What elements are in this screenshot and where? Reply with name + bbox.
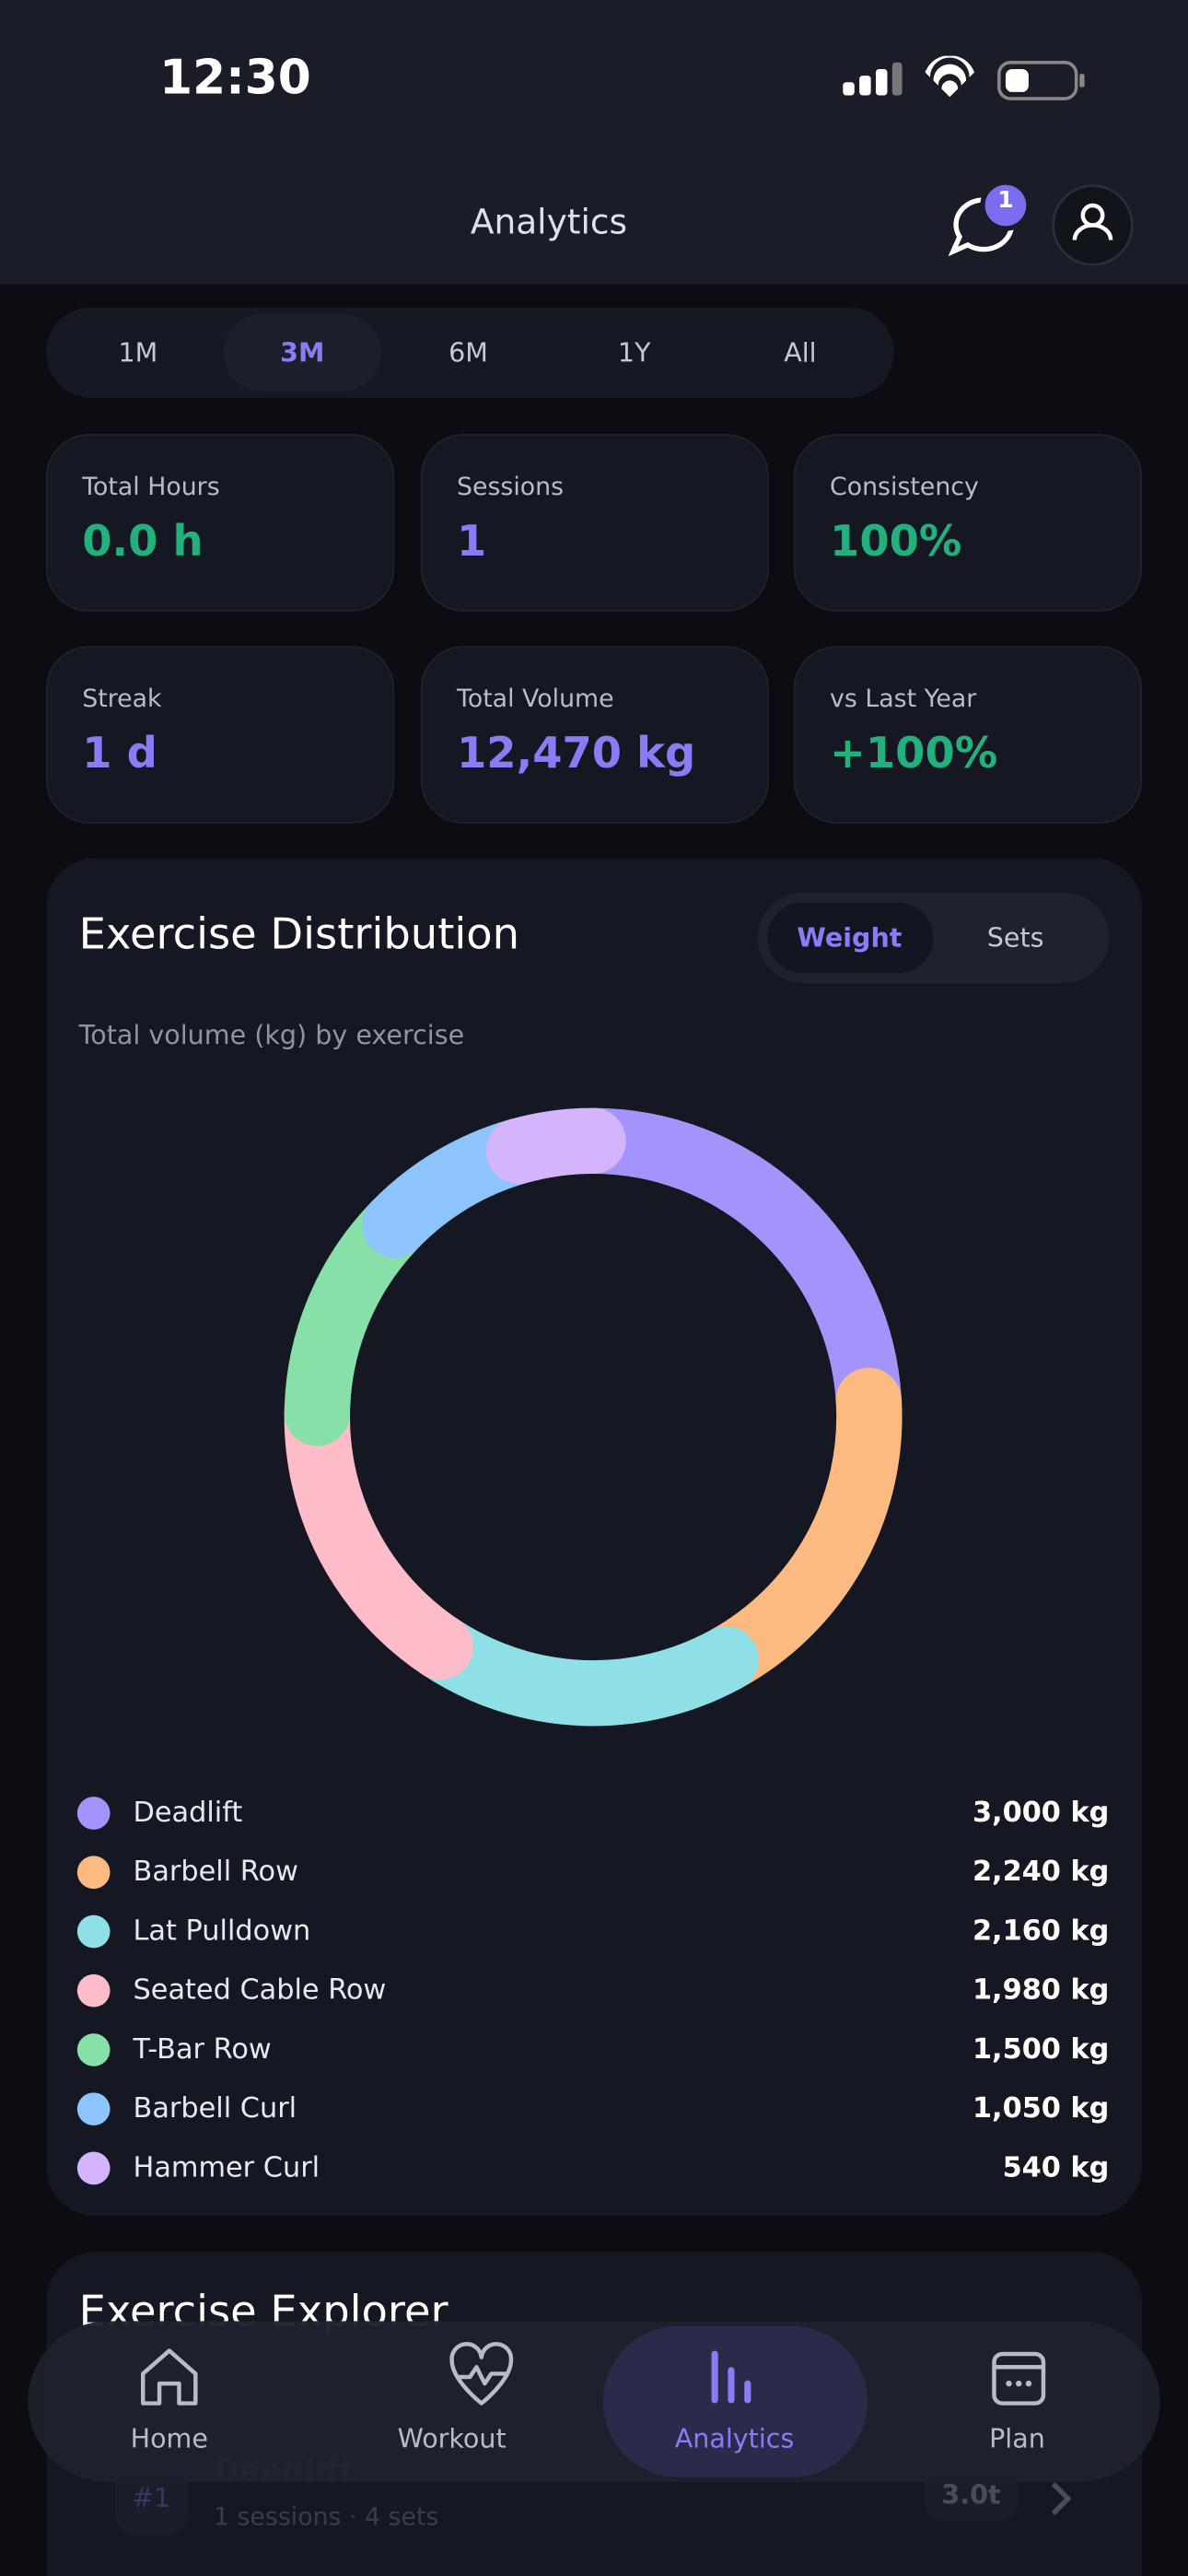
top-bar xyxy=(0,0,1188,285)
period-tab[interactable]: 3M xyxy=(280,336,325,369)
chevron xyxy=(1051,2482,1072,2515)
stat-card: Total Volume 12,470 kg xyxy=(420,646,770,824)
legend-value: 540 kg xyxy=(1002,2151,1110,2185)
stat-value: 12,470 kg xyxy=(457,730,696,779)
nav-active-pill xyxy=(602,2325,868,2477)
stat-value: 1 d xyxy=(82,730,157,779)
period-tab[interactable]: All xyxy=(784,336,817,369)
tab-selected-pill xyxy=(223,313,381,392)
legend-row: Barbell Curl 1,050 kg xyxy=(46,2090,1142,2129)
status-time: 12:30 xyxy=(159,49,311,106)
legend-value: 1,050 kg xyxy=(972,2092,1110,2126)
notification-badge: 1 xyxy=(997,187,1014,214)
nav-label[interactable]: Workout xyxy=(397,2422,507,2454)
period-tab[interactable]: 6M xyxy=(448,336,488,369)
nav-icons xyxy=(140,2342,1046,2406)
nav-label[interactable]: Plan xyxy=(989,2422,1045,2454)
distribution-title: Exercise Distribution xyxy=(78,910,520,960)
legend-value: 1,500 kg xyxy=(972,2033,1110,2067)
nav-label[interactable]: Analytics xyxy=(674,2422,795,2454)
legend-value: 3,000 kg xyxy=(972,1797,1110,1830)
legend-row: Lat Pulldown 2,160 kg xyxy=(46,1912,1142,1951)
legend-row: T-Bar Row 1,500 kg xyxy=(46,2031,1142,2070)
legend-name: Deadlift xyxy=(133,1797,243,1830)
stat-label: Total Volume xyxy=(457,684,614,714)
header-icons[interactable] xyxy=(943,171,1140,270)
legend-dot xyxy=(76,2151,111,2185)
legend-name: Barbell Row xyxy=(133,1856,298,1890)
legend: Deadlift 3,000 kg Barbell Row 2,240 kg Lat P… xyxy=(46,1794,1142,2188)
stat-label: vs Last Year xyxy=(830,684,977,714)
stat-label: Total Hours xyxy=(82,472,220,502)
donut-segment xyxy=(693,1367,903,1692)
legend-dot xyxy=(76,2092,111,2126)
legend-dot xyxy=(76,1797,111,1830)
stat-value: 1 xyxy=(457,518,487,568)
legend-name: Seated Cable Row xyxy=(133,1973,387,2008)
period-tab[interactable]: 1M xyxy=(118,336,158,369)
donut-segment xyxy=(560,1107,903,1434)
legend-dot xyxy=(76,1856,111,1890)
toggle-selected-pill xyxy=(767,902,934,974)
legend-dot xyxy=(76,2033,111,2067)
legend-name: T-Bar Row xyxy=(133,2033,272,2067)
distribution-subtitle: Total volume (kg) by exercise xyxy=(78,1019,465,1051)
stat-card: Streak 1 d xyxy=(45,646,395,824)
stat-value: 0.0 h xyxy=(82,518,204,568)
stat-card: vs Last Year +100% xyxy=(793,646,1143,824)
nav-label[interactable]: Home xyxy=(130,2422,208,2454)
donut-chart xyxy=(284,1107,903,1727)
toggle-option[interactable]: Weight xyxy=(797,921,903,954)
bottom-nav: Home Workout Analytics Plan xyxy=(28,2321,1160,2483)
header-title: Analytics xyxy=(470,202,628,242)
period-tab[interactable]: 1Y xyxy=(617,336,651,369)
legend-name: Lat Pulldown xyxy=(133,1914,311,1949)
legend-dot xyxy=(76,1914,111,1949)
stat-card: Total Hours 0.0 h xyxy=(45,434,395,612)
legend-row: Hammer Curl 540 kg xyxy=(46,2149,1142,2188)
legend-value: 2,160 kg xyxy=(972,1914,1110,1949)
stat-card: Consistency 100% xyxy=(793,434,1143,612)
period-tabs: 1M 3M 6M 1Y All xyxy=(45,307,894,398)
legend-dot xyxy=(76,1973,111,2008)
stat-label: Consistency xyxy=(830,472,979,502)
stat-card: Sessions 1 xyxy=(420,434,770,612)
status-icons xyxy=(843,55,1085,100)
legend-row: Seated Cable Row 1,980 kg xyxy=(46,1971,1142,2010)
stat-value: +100% xyxy=(830,730,998,779)
legend-name: Hammer Curl xyxy=(133,2151,320,2185)
legend-value: 2,240 kg xyxy=(972,1856,1110,1890)
distribution-card: Exercise Distribution Weight Sets Total v… xyxy=(45,858,1143,2217)
donut-segment xyxy=(407,1613,759,1727)
legend-row: Deadlift 3,000 kg xyxy=(46,1794,1142,1833)
stat-label: Streak xyxy=(82,684,162,714)
toggle-option[interactable]: Sets xyxy=(986,921,1044,954)
legend-value: 1,980 kg xyxy=(972,1973,1110,2008)
metric-toggle: Weight Sets xyxy=(757,892,1110,983)
stat-label: Sessions xyxy=(457,472,565,502)
donut-segment xyxy=(284,1380,473,1680)
exercise-meta: 1 sessions · 4 sets xyxy=(213,2501,439,2532)
legend-row: Barbell Row 2,240 kg xyxy=(46,1853,1142,1892)
stat-value: 100% xyxy=(830,518,962,568)
legend-name: Barbell Curl xyxy=(133,2092,297,2126)
donut-segment xyxy=(485,1107,626,1184)
